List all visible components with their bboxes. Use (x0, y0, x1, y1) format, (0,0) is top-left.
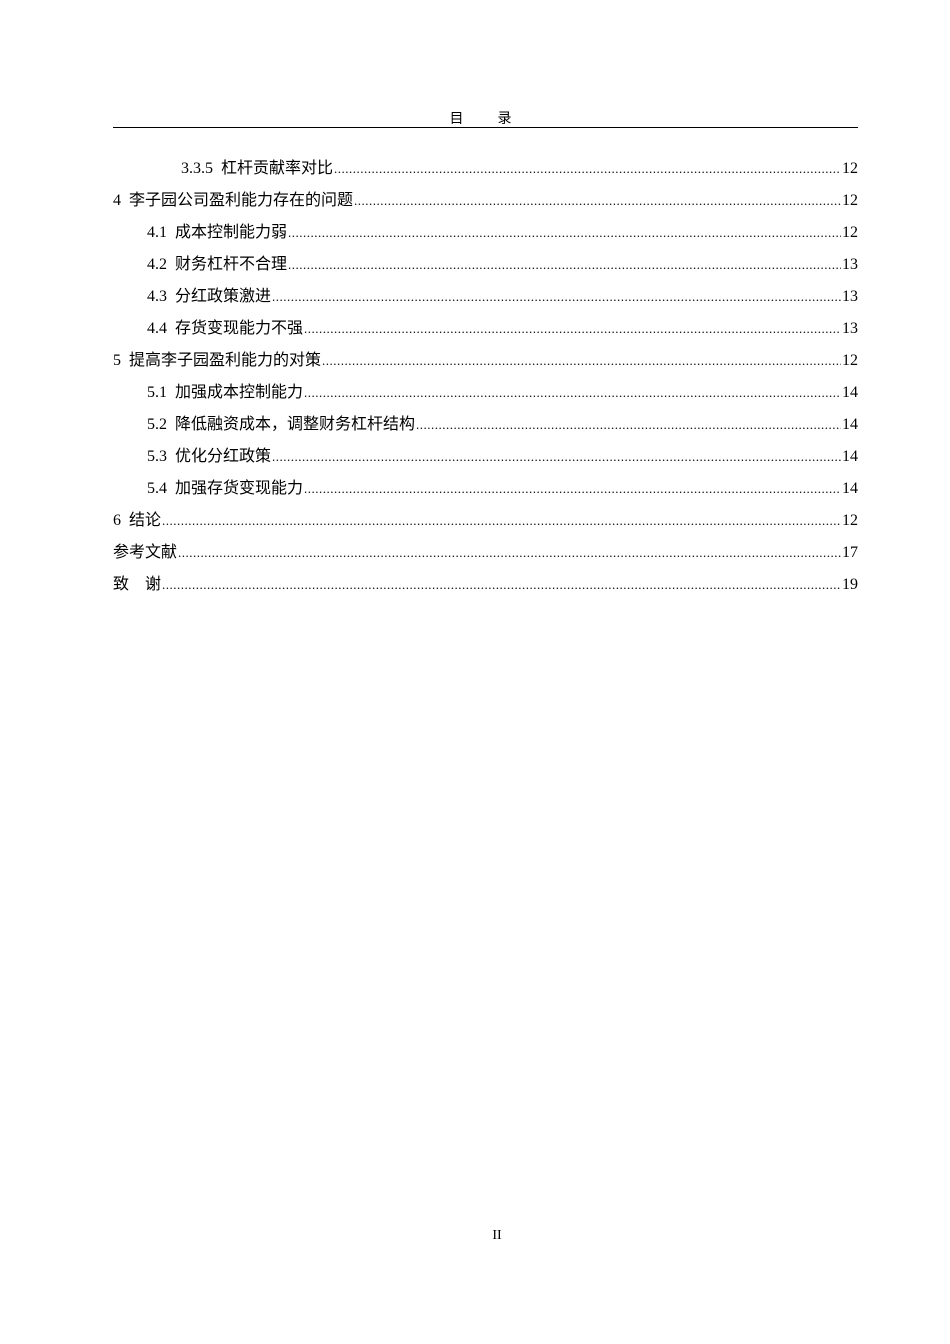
toc-entry[interactable]: 4.3 分红政策激进 13 (113, 284, 858, 316)
toc-entry-page: 12 (842, 224, 858, 241)
toc-entry-page: 13 (842, 288, 858, 305)
toc-leader-dots (416, 412, 841, 438)
toc-entry-number: 4 (113, 192, 121, 209)
toc-leader-dots (272, 284, 841, 310)
toc-entry-page: 14 (842, 384, 858, 401)
toc-entry[interactable]: 4.4 存货变现能力不强 13 (113, 316, 858, 348)
toc-leader-dots (288, 252, 841, 278)
toc-entry-page: 13 (842, 320, 858, 337)
toc-entry-title: 加强成本控制能力 (175, 384, 304, 401)
toc-entry-title: 成本控制能力弱 (175, 224, 288, 241)
toc-entry-title: 提高李子园盈利能力的对策 (129, 352, 322, 369)
toc-entry-page: 14 (842, 416, 858, 433)
running-header: 目 录 (449, 112, 522, 127)
toc-entry-title: 财务杠杆不合理 (175, 256, 288, 273)
toc-leader-dots (354, 188, 841, 214)
toc-entry-number: 5.2 (147, 416, 167, 433)
header-rule (113, 127, 858, 128)
toc-entry[interactable]: 5.4 加强存货变现能力 14 (113, 476, 858, 508)
toc-entry-title: 降低融资成本，调整财务杠杆结构 (175, 416, 416, 433)
toc-entry-title: 存货变现能力不强 (175, 320, 304, 337)
toc-entry-number: 5.1 (147, 384, 167, 401)
toc-entry[interactable]: 4.2 财务杠杆不合理 13 (113, 252, 858, 284)
toc-leader-dots (162, 572, 841, 598)
table-of-contents: 3.3.5 杠杆贡献率对比 12 4 李子园公司盈利能力存在的问题 12 4.1 成本控制能力… (113, 156, 858, 604)
toc-entry-page: 12 (842, 352, 858, 369)
toc-leader-dots (304, 476, 841, 502)
toc-entry[interactable]: 参考文献 17 (113, 540, 858, 572)
toc-entry-title: 参考文献 (113, 544, 178, 561)
toc-entry-page: 14 (842, 480, 858, 497)
toc-leader-dots (334, 156, 841, 182)
toc-entry-title: 加强存货变现能力 (175, 480, 304, 497)
toc-entry-number: 4.3 (147, 288, 167, 305)
toc-entry-page: 19 (842, 576, 858, 593)
toc-leader-dots (162, 508, 841, 534)
toc-entry-page: 12 (842, 160, 858, 177)
toc-entry-title: 李子园公司盈利能力存在的问题 (129, 192, 354, 209)
toc-entry[interactable]: 5.3 优化分红政策 14 (113, 444, 858, 476)
toc-entry-title: 优化分红政策 (175, 448, 272, 465)
toc-entry-number: 5 (113, 352, 121, 369)
toc-entry-title: 结论 (129, 512, 162, 529)
toc-entry-page: 17 (842, 544, 858, 561)
toc-entry[interactable]: 5.1 加强成本控制能力 14 (113, 380, 858, 412)
toc-leader-dots (304, 316, 841, 342)
toc-entry-number: 5.4 (147, 480, 167, 497)
toc-entry-page: 14 (842, 448, 858, 465)
toc-leader-dots (288, 220, 841, 246)
toc-leader-dots (304, 380, 841, 406)
toc-entry[interactable]: 3.3.5 杠杆贡献率对比 12 (113, 156, 858, 188)
toc-leader-dots (272, 444, 841, 470)
toc-entry-number: 6 (113, 512, 121, 529)
toc-entry-page: 12 (842, 192, 858, 209)
toc-entry-number: 3.3.5 (181, 160, 213, 177)
toc-entry-page: 12 (842, 512, 858, 529)
toc-entry-number: 4.4 (147, 320, 167, 337)
toc-entry-page: 13 (842, 256, 858, 273)
toc-entry-title: 分红政策激进 (175, 288, 272, 305)
toc-entry[interactable]: 6 结论 12 (113, 508, 858, 540)
toc-entry-number: 4.1 (147, 224, 167, 241)
toc-leader-dots (178, 540, 841, 566)
page-number: II (492, 1228, 502, 1243)
toc-entry-title: 致 谢 (113, 576, 162, 593)
toc-entry[interactable]: 5.2 降低融资成本，调整财务杠杆结构 14 (113, 412, 858, 444)
toc-entry[interactable]: 5 提高李子园盈利能力的对策 12 (113, 348, 858, 380)
toc-entry[interactable]: 4 李子园公司盈利能力存在的问题 12 (113, 188, 858, 220)
toc-leader-dots (322, 348, 841, 374)
toc-entry-title: 杠杆贡献率对比 (221, 160, 334, 177)
toc-entry-number: 5.3 (147, 448, 167, 465)
toc-entry[interactable]: 4.1 成本控制能力弱 12 (113, 220, 858, 252)
toc-entry[interactable]: 致 谢 19 (113, 572, 858, 604)
toc-entry-number: 4.2 (147, 256, 167, 273)
